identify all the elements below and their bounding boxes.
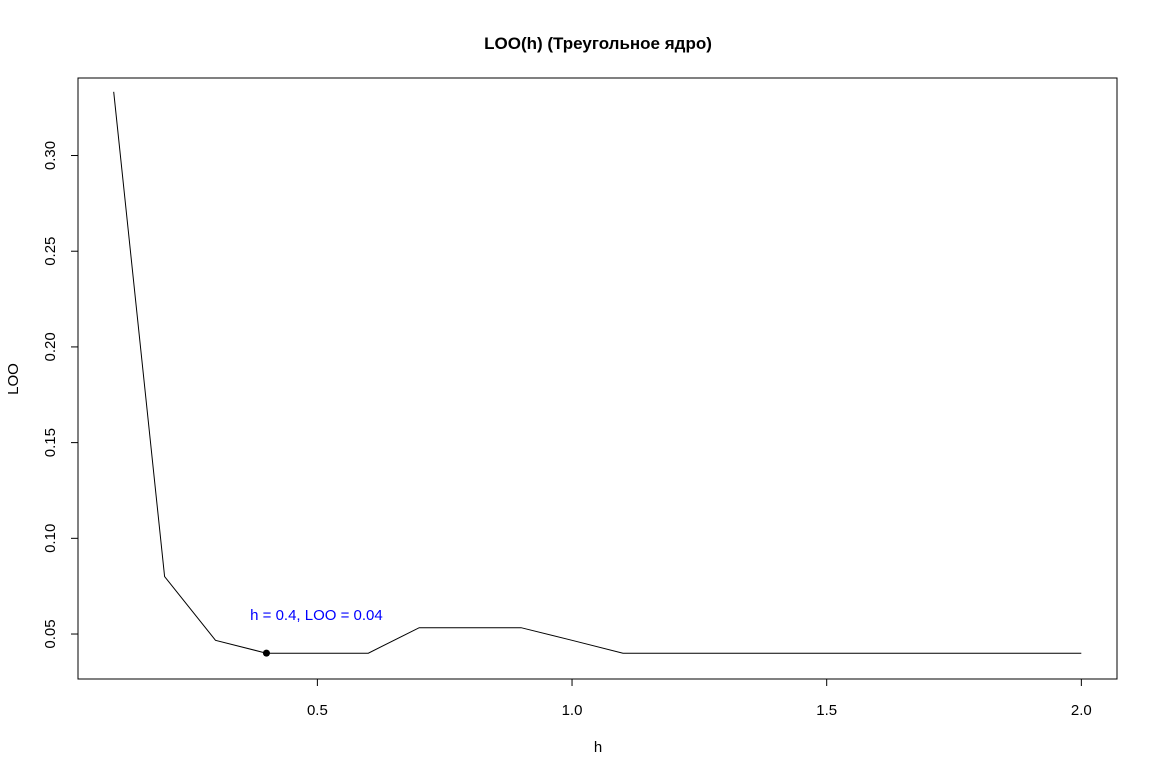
x-tick-label: 1.5 xyxy=(816,702,837,719)
y-tick-label: 0.15 xyxy=(42,428,59,457)
plot-frame xyxy=(77,77,1118,680)
y-tick-label: 0.20 xyxy=(42,332,59,361)
y-tick-label: 0.25 xyxy=(42,237,59,266)
series-layer xyxy=(113,91,1082,657)
annotation-label: h = 0.4, LOO = 0.04 xyxy=(250,607,383,624)
y-tick-label: 0.30 xyxy=(42,141,59,170)
x-tick-label: 0.5 xyxy=(307,702,328,719)
y-axis-label: LOO xyxy=(5,363,22,395)
min-point xyxy=(262,649,270,657)
y-axis: 0.05 0.10 0.15 0.20 0.25 0.30 xyxy=(42,141,79,649)
y-tick-label: 0.10 xyxy=(42,524,59,553)
chart-title: LOO(h) (Треугольное ядро) xyxy=(484,34,712,53)
y-tick-label: 0.05 xyxy=(42,619,59,648)
x-axis: 0.5 1.0 1.5 2.0 xyxy=(307,678,1092,719)
x-tick-label: 1.0 xyxy=(562,702,583,719)
x-axis-label: h xyxy=(594,739,602,756)
series-line xyxy=(113,91,1082,654)
x-tick-label: 2.0 xyxy=(1071,702,1092,719)
